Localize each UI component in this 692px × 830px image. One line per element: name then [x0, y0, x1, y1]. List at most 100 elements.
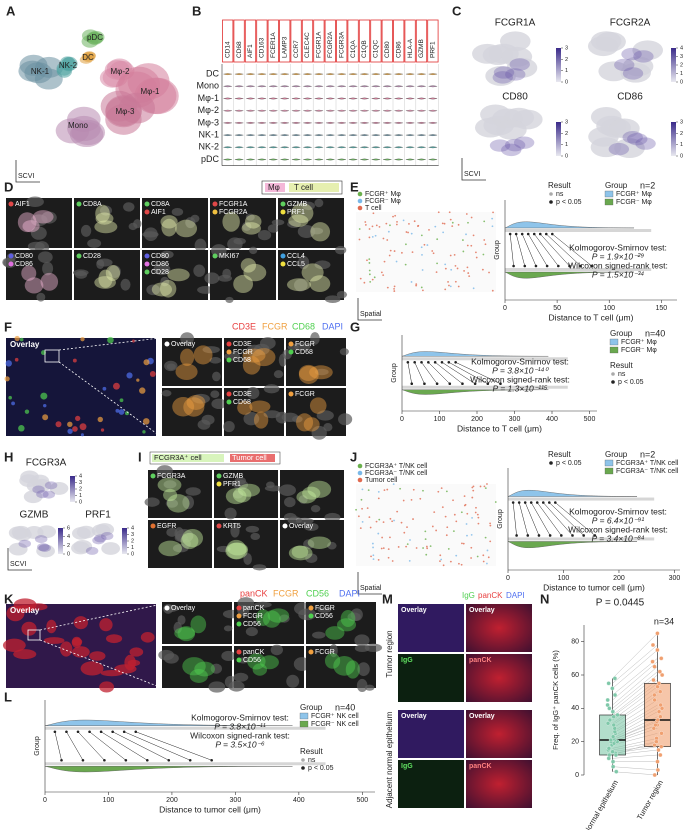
marker-dot: [236, 613, 242, 619]
legend-label: FCGR⁺ Mφ: [616, 191, 652, 198]
marker-dot: [216, 473, 222, 479]
point: [652, 697, 657, 703]
gene-label: CD163: [259, 37, 266, 58]
spatial-cell: [400, 251, 403, 254]
violin: [303, 122, 313, 124]
spatial-cell: [361, 488, 364, 491]
marker-dot: [280, 209, 286, 215]
violin: [280, 122, 290, 124]
umap-expression: [492, 71, 513, 84]
violin: [326, 122, 335, 124]
violin: [291, 85, 301, 88]
gene-label: CD86: [395, 41, 402, 58]
tile-label: IgG: [401, 657, 413, 664]
y-tick-label: 0: [575, 772, 579, 779]
nucleus: [314, 260, 331, 270]
nucleus: [210, 663, 223, 674]
violin: [360, 146, 370, 149]
marker-dot: [212, 201, 218, 207]
cell-outline: [333, 656, 356, 676]
umap-expression: [36, 490, 49, 499]
marker-label: GZMB: [287, 201, 308, 208]
nucleus: [223, 625, 233, 632]
spatial-cell: [410, 232, 413, 235]
point: [615, 712, 620, 718]
spatial-cell: [410, 281, 413, 283]
gene-label: C1QB: [361, 40, 368, 58]
nucleus: [230, 524, 240, 538]
nucleus: [263, 410, 281, 419]
cell-signal: [55, 421, 62, 428]
test-result: P = 3.8×10⁻¹⁴⁰: [492, 365, 549, 375]
pair-dot: [99, 730, 103, 734]
tumor-nest: [100, 669, 123, 677]
marker-dot: [280, 261, 286, 267]
x-tick-label: 0: [400, 416, 404, 423]
micrograph: [398, 654, 464, 702]
nucleus: [224, 507, 237, 520]
marker-label: GZMB: [223, 473, 244, 480]
cell-outline: [160, 215, 178, 229]
cell-outline: [94, 220, 118, 234]
violin: [280, 134, 290, 136]
marker-label: FCGR: [315, 649, 335, 656]
umap-cells: [496, 119, 527, 140]
violin: [417, 134, 427, 136]
pair-dot: [76, 730, 80, 734]
test-result: P = 3.4×10⁻⁸⁴: [591, 533, 644, 543]
pair-dot: [448, 382, 452, 386]
spatial-cell: [482, 554, 485, 557]
violin: [337, 109, 347, 112]
legend-title: Result: [300, 747, 323, 756]
spatial-cell: [474, 511, 477, 514]
legend-title: Result: [548, 450, 571, 459]
marker-dot: [226, 357, 232, 363]
legend-label: FCGR: [273, 588, 299, 598]
panel-letter: H: [4, 449, 13, 464]
cell-signal: [139, 387, 146, 394]
panel-letter: B: [192, 3, 201, 18]
legend-title: Group: [300, 703, 323, 712]
spatial-cell: [431, 525, 434, 528]
legend-label: FCGR⁻ NK cell: [311, 721, 359, 728]
spatial-cell: [389, 517, 392, 520]
pair-line: [534, 233, 559, 267]
marker-label: FCGR: [295, 341, 315, 348]
gene-label: AIF1: [247, 44, 254, 58]
cell-outline: [307, 536, 331, 549]
panel-letter: A: [6, 3, 16, 18]
point: [607, 706, 612, 711]
axis-arrow: [357, 298, 382, 321]
cell-outline: [298, 364, 319, 381]
legend-label: DAPI: [322, 321, 343, 331]
nucleus: [108, 265, 121, 279]
cell-outline: [240, 258, 257, 273]
marker-label: CD86: [15, 261, 33, 268]
gene-label: C1QC: [373, 40, 380, 58]
pair-dot: [435, 382, 439, 386]
marker-label: CD8A: [83, 201, 102, 208]
legend-dot: [357, 477, 363, 483]
spatial-cell: [424, 530, 427, 533]
cell-outline: [259, 655, 279, 670]
gene-box: [393, 19, 405, 63]
umap-expression: [627, 132, 648, 146]
pair-line: [612, 671, 658, 709]
spatial-cell: [389, 536, 391, 539]
pair-line: [537, 502, 562, 536]
spatial-cell: [382, 547, 385, 550]
test-result: Wilcoxon signed-rank test:: [568, 524, 668, 534]
spatial-cell: [471, 486, 474, 489]
cell-outline: [174, 627, 195, 640]
spatial-cell: [448, 284, 450, 287]
nucleus: [242, 221, 252, 231]
cluster-label: Mono: [68, 121, 89, 130]
violin: [348, 85, 358, 88]
cell-outline: [267, 608, 290, 623]
marker-label: CD86: [151, 261, 169, 268]
spatial-cell: [415, 283, 418, 285]
gene-label: CLEC4C: [304, 32, 311, 58]
micrograph: [148, 470, 212, 518]
tile-label: panCK: [469, 657, 492, 664]
violin: [223, 158, 233, 161]
